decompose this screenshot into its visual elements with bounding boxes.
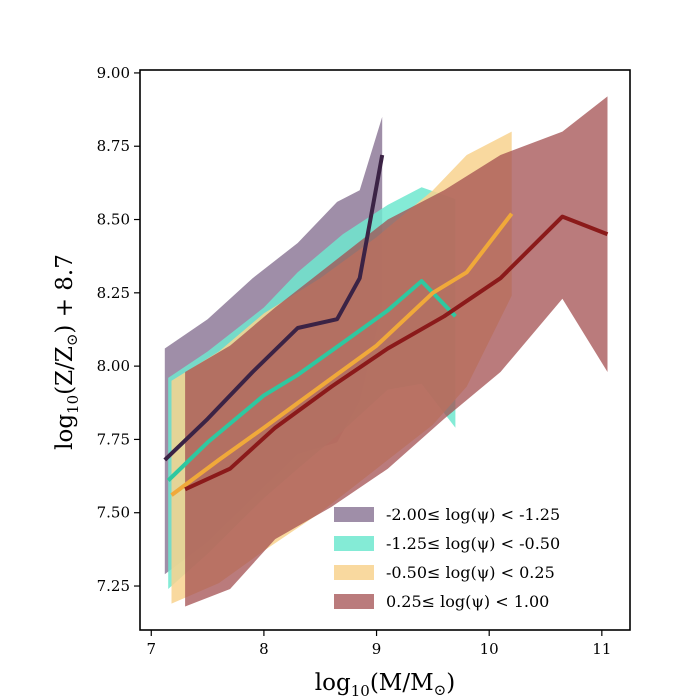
series-3-line bbox=[170, 212, 514, 497]
series-4-band bbox=[185, 96, 608, 607]
y-tick-label: 7.25 bbox=[97, 577, 130, 595]
y-tick-label: 8.50 bbox=[97, 211, 130, 229]
x-tick-label: 9 bbox=[372, 640, 382, 658]
x-tick-label: 8 bbox=[259, 640, 269, 658]
legend-swatch-1 bbox=[334, 507, 374, 522]
y-tick-label: 7.75 bbox=[97, 430, 130, 448]
y-tick-label: 8.00 bbox=[97, 357, 130, 375]
legend: -2.00≤ log(ψ) < -1.25 -1.25≤ log(ψ) < -0.… bbox=[334, 505, 560, 611]
series-4-line bbox=[184, 214, 609, 492]
y-tick-label: 8.25 bbox=[97, 284, 130, 302]
y-axis-label: log10(Z/Z⊙) + 8.7 bbox=[52, 254, 82, 450]
legend-label-4: 0.25≤ log(ψ) < 1.00 bbox=[386, 592, 549, 611]
x-tick-label: 10 bbox=[480, 640, 499, 658]
legend-label-2: -1.25≤ log(ψ) < -0.50 bbox=[386, 534, 560, 553]
y-axis: 7.25 7.50 7.75 8.00 8.25 8.50 8.75 9.00 bbox=[97, 64, 140, 595]
series-2-line bbox=[166, 279, 457, 482]
legend-swatch-3 bbox=[334, 565, 374, 580]
legend-label-1: -2.00≤ log(ψ) < -1.25 bbox=[386, 505, 560, 524]
lines-layer bbox=[163, 154, 609, 497]
x-axis: 7 8 9 10 11 bbox=[146, 630, 611, 658]
y-tick-label: 8.75 bbox=[97, 137, 130, 155]
legend-swatch-4 bbox=[334, 594, 374, 609]
y-tick-label: 9.00 bbox=[97, 64, 130, 82]
y-tick-label: 7.50 bbox=[97, 504, 130, 522]
legend-label-3: -0.50≤ log(ψ) < 0.25 bbox=[386, 563, 555, 582]
series-1-line bbox=[163, 154, 385, 462]
x-tick-label: 7 bbox=[146, 640, 156, 658]
x-axis-label: log10(M/M⊙) bbox=[315, 670, 455, 700]
x-tick-label: 11 bbox=[592, 640, 611, 658]
plot-frame bbox=[139, 69, 631, 631]
legend-swatch-2 bbox=[334, 536, 374, 551]
